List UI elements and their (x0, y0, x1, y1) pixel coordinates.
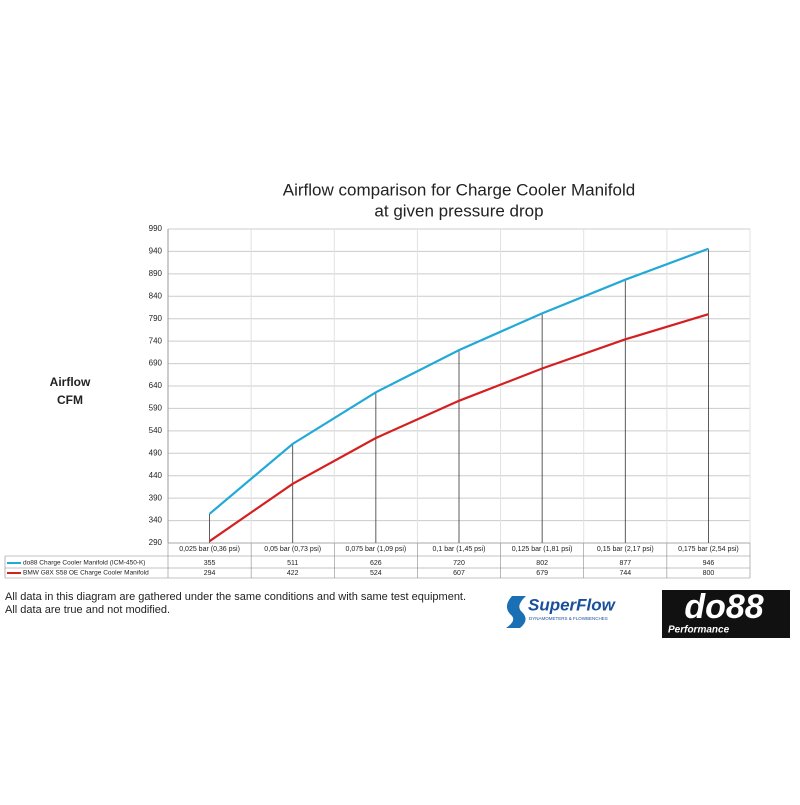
chart-title: at given pressure drop (374, 201, 543, 220)
table-value: 607 (453, 570, 465, 577)
x-tick-label: 0,15 bar (2,17 psi) (597, 546, 654, 553)
x-tick-label: 0,175 bar (2,54 psi) (678, 546, 739, 553)
y-tick-label: 440 (149, 471, 163, 480)
x-tick-label: 0,05 bar (0,73 psi) (264, 546, 321, 553)
table-value: 802 (536, 560, 548, 567)
y-axis-label: CFM (57, 393, 83, 407)
do88-logo: do88 Performance (662, 588, 790, 638)
table-value: 524 (370, 570, 382, 577)
y-tick-label: 690 (149, 359, 163, 368)
logo-text: do88 (684, 588, 763, 626)
x-tick-label: 0,025 bar (0,36 psi) (179, 546, 240, 553)
table-value: 800 (703, 570, 715, 577)
series-line (208, 313, 709, 543)
x-tick-label: 0,1 bar (1,45 psi) (433, 546, 486, 553)
legend-label: do88 Charge Cooler Manifold (ICM-450-K) (23, 560, 145, 567)
logo-tagline: Performance (668, 625, 730, 636)
y-axis-label: Airflow (50, 375, 91, 389)
note: All data in this diagram are gathered un… (5, 591, 466, 603)
legend-label: BMW G8X S58 OE Charge Cooler Manifold (23, 570, 149, 577)
logo-swoosh (506, 596, 526, 628)
table-value: 355 (204, 560, 216, 567)
y-tick-label: 740 (149, 336, 163, 345)
y-tick-label: 990 (149, 224, 163, 233)
table-value: 422 (287, 570, 299, 577)
y-tick-label: 640 (149, 381, 163, 390)
table-value: 946 (703, 560, 715, 567)
chart-title: Airflow comparison for Charge Cooler Man… (283, 180, 635, 199)
x-tick-label: 0,125 bar (1,81 psi) (512, 546, 573, 553)
table-value: 294 (204, 570, 216, 577)
y-tick-label: 840 (149, 291, 163, 300)
table-value: 744 (619, 570, 631, 577)
table-value: 679 (536, 570, 548, 577)
logo-text: SuperFlow (528, 595, 617, 614)
table-value: 720 (453, 560, 465, 567)
note: All data are true and not modified. (5, 604, 170, 616)
series-line (208, 247, 709, 515)
x-tick-label: 0,075 bar (1,09 psi) (346, 546, 407, 553)
y-tick-label: 790 (149, 314, 163, 323)
table-value: 877 (619, 560, 631, 567)
superflow-logo: SuperFlow DYNAMOMETERS & FLOWBENCHES (506, 595, 617, 628)
y-tick-label: 890 (149, 269, 163, 278)
y-tick-label: 940 (149, 247, 163, 256)
table-value: 511 (287, 560, 298, 567)
y-tick-label: 490 (149, 448, 163, 457)
logo-box (662, 590, 790, 638)
y-tick-label: 590 (149, 404, 163, 413)
table-value: 626 (370, 560, 382, 567)
y-tick-label: 290 (149, 538, 163, 547)
y-tick-label: 540 (149, 426, 163, 435)
y-tick-label: 390 (149, 493, 163, 502)
y-tick-label: 340 (149, 516, 163, 525)
logo-tagline: DYNAMOMETERS & FLOWBENCHES (529, 616, 608, 621)
